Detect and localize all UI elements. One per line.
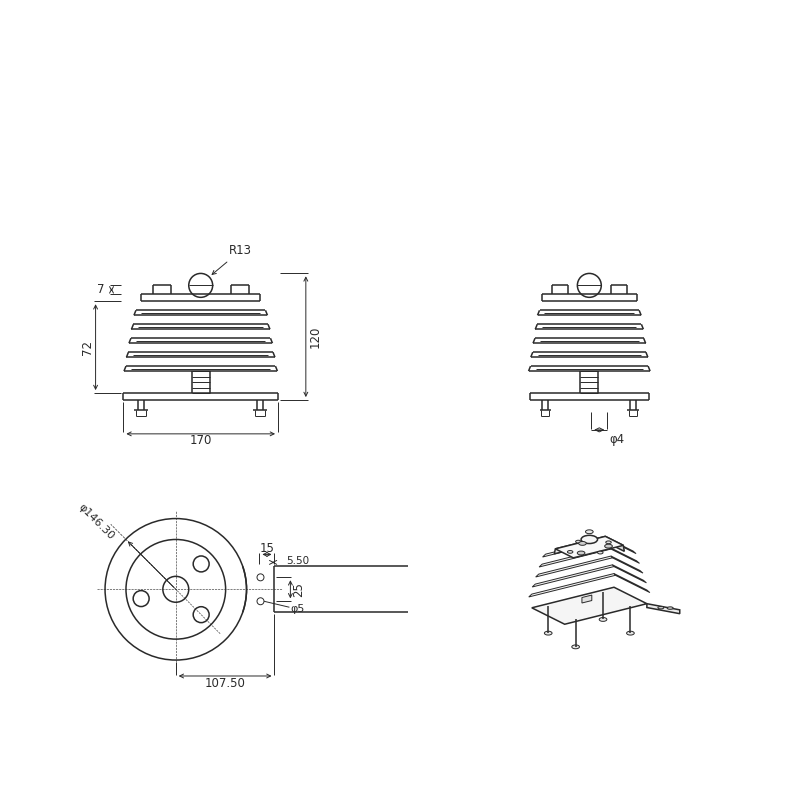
Text: R13: R13 [212,244,252,275]
Polygon shape [611,556,643,573]
Polygon shape [536,556,613,577]
Polygon shape [532,564,614,587]
Ellipse shape [567,550,573,553]
Ellipse shape [576,540,581,543]
Ellipse shape [544,631,552,635]
Text: 15: 15 [260,542,275,555]
Polygon shape [582,595,592,603]
Ellipse shape [586,530,593,534]
Ellipse shape [667,607,673,609]
Ellipse shape [658,607,664,609]
Polygon shape [608,539,636,553]
Ellipse shape [598,551,603,554]
Polygon shape [610,547,639,564]
Polygon shape [614,574,650,593]
Polygon shape [554,536,606,554]
Ellipse shape [626,631,634,635]
Ellipse shape [578,551,585,555]
Text: 120: 120 [308,326,322,348]
Polygon shape [532,587,647,624]
Text: 5.50: 5.50 [286,557,310,567]
Text: φ146.30: φ146.30 [76,502,116,541]
Ellipse shape [572,645,579,648]
Text: 170: 170 [190,434,212,447]
Polygon shape [555,536,623,558]
Polygon shape [647,604,680,614]
Ellipse shape [606,541,611,544]
Polygon shape [539,547,611,567]
Ellipse shape [605,544,612,548]
Text: φ4: φ4 [610,433,624,447]
Text: 72: 72 [81,340,94,355]
Polygon shape [604,536,624,551]
Text: 7: 7 [97,283,105,297]
Ellipse shape [578,542,586,546]
Text: φ5: φ5 [290,604,305,614]
Polygon shape [542,539,610,557]
Ellipse shape [599,618,607,622]
Polygon shape [613,564,646,582]
Ellipse shape [581,535,598,543]
Text: 25: 25 [292,582,305,597]
Text: 107.50: 107.50 [205,677,246,691]
Polygon shape [529,574,615,597]
